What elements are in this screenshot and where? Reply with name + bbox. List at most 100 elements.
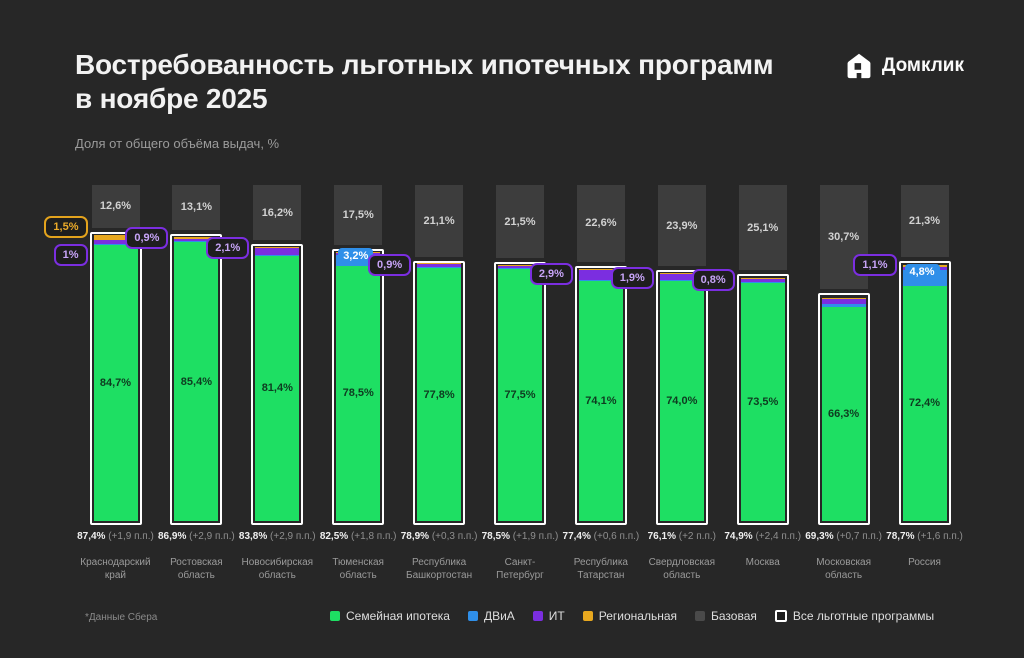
it-segment <box>498 266 542 269</box>
dvia-segment <box>498 268 542 270</box>
total-value-label: 76,1% (+2 п.п.) <box>647 531 716 542</box>
base-segment: 16,2% <box>253 185 302 241</box>
it-callout: 0,9% <box>368 253 412 276</box>
base-value-label: 17,5% <box>342 208 374 221</box>
regional-segment <box>578 269 623 271</box>
legend-color-swatch <box>695 611 706 621</box>
legend-item: ДВиА <box>467 609 515 623</box>
it-callout: 1% <box>53 243 88 266</box>
it-callout: 2,1% <box>206 237 250 260</box>
family-segment: 77,5% <box>498 269 542 521</box>
base-value-label: 21,5% <box>504 215 536 228</box>
it-callout: 1,1% <box>853 254 897 277</box>
legend-item: Семейная ипотека <box>330 609 450 623</box>
total-value-label: 77,4% (+0,6 п.п.) <box>562 531 640 542</box>
base-value-label: 23,9% <box>666 219 698 232</box>
base-value-label: 21,3% <box>908 215 941 228</box>
legend-label: Региональная <box>598 609 678 623</box>
family-value-label: 77,8% <box>423 388 455 401</box>
dvia-segment <box>417 267 462 269</box>
it-segment <box>93 240 138 244</box>
family-segment: 73,5% <box>740 282 785 521</box>
base-segment: 23,9% <box>657 185 706 267</box>
total-value-label: 74,9% (+2,4 п.п.) <box>724 531 802 542</box>
total-value-label: 78,5% (+1,9 п.п.) <box>481 531 559 542</box>
region-label: Республика Татарстан <box>573 557 628 581</box>
base-segment: 12,6% <box>91 185 140 228</box>
regional-segment <box>255 247 300 249</box>
total-value-label: 87,4% (+1,9 п.п.) <box>77 531 154 542</box>
total-value-label: 78,9% (+0,3 п.п.) <box>400 531 478 542</box>
dvia-segment <box>255 254 300 256</box>
legend-item: Все льготные программы <box>774 609 935 623</box>
legend-color-swatch <box>582 611 593 621</box>
region-label: Москва <box>745 557 780 568</box>
total-value-label: 86,9% (+2,9 п.п.) <box>158 531 235 542</box>
family-value-label: 81,4% <box>261 382 293 395</box>
total-value-label: 82,5% (+1,8 п.п.) <box>319 531 397 542</box>
preferential-programs-bar: 66,3% <box>817 293 870 525</box>
it-segment <box>740 279 785 282</box>
family-segment: 72,4% <box>902 285 947 521</box>
preferential-programs-bar: 77,8% <box>413 260 466 525</box>
family-value-label: 73,5% <box>747 395 779 408</box>
dvia-segment <box>821 303 866 308</box>
base-value-label: 12,6% <box>99 200 132 213</box>
family-value-label: 72,4% <box>908 397 941 410</box>
brand-logo: Домклик <box>845 52 964 80</box>
region-label: Московская область <box>816 557 872 581</box>
dvia-segment <box>578 279 623 281</box>
regional-segment <box>821 297 866 300</box>
brand-name: Домклик <box>881 55 964 76</box>
it-segment <box>174 238 219 242</box>
preferential-programs-bar: 78,5% <box>332 248 385 525</box>
totals-axis-row: 87,4% (+1,9 п.п.) 86,9% (+2,9 п.п.) 83,8% … <box>75 531 965 542</box>
base-segment: 22,6% <box>576 185 625 262</box>
plot-area: 12,6% 84,7% 13,1% 85,4% 16,2% 81,4% 17,5% 78,5%… <box>44 185 965 525</box>
family-value-label: 77,5% <box>504 389 536 402</box>
family-segment: 77,8% <box>417 268 462 521</box>
regional-segment <box>659 272 704 274</box>
dvia-segment <box>659 280 704 282</box>
family-segment: 81,4% <box>255 255 300 521</box>
it-callout: 0,8% <box>691 269 735 292</box>
base-segment: 21,3% <box>900 185 949 258</box>
preferential-programs-bar: 72,4% <box>898 261 951 525</box>
it-segment <box>821 299 866 304</box>
regional-segment <box>93 235 138 241</box>
family-segment: 85,4% <box>174 242 219 521</box>
dvia-value-badge: 4,8% <box>904 263 940 280</box>
data-source-footnote: *Данные Сбера <box>85 612 158 623</box>
base-segment: 17,5% <box>334 185 383 245</box>
base-value-label: 22,6% <box>585 217 617 230</box>
legend-color-swatch <box>532 611 543 621</box>
family-value-label: 74,1% <box>585 394 617 407</box>
regional-segment <box>740 278 785 280</box>
base-segment: 21,5% <box>496 185 544 259</box>
dvia-segment <box>174 241 219 243</box>
region-label: Тюменская область <box>332 557 384 581</box>
regional-segment <box>498 265 542 267</box>
regions-axis-row: Краснодарский край Ростовская область Ново… <box>75 556 965 582</box>
chart-legend: Семейная ипотека ДВиА ИТ Региональная Базова… <box>330 609 934 623</box>
legend-item: Базовая <box>695 609 757 623</box>
family-segment: 78,5% <box>336 265 381 521</box>
family-segment: 84,7% <box>93 244 138 521</box>
family-value-label: 84,7% <box>99 376 132 389</box>
legend-item: ИТ <box>532 609 565 623</box>
preferential-programs-bar: 85,4% <box>170 233 223 525</box>
family-segment: 74,0% <box>659 281 704 521</box>
legend-item: Региональная <box>582 609 678 623</box>
family-value-label: 66,3% <box>827 408 860 421</box>
region-label: Краснодарский край <box>80 557 151 581</box>
it-callout: 0,9% <box>125 226 169 249</box>
region-label: Новосибирская область <box>241 557 314 581</box>
total-value-label: 69,3% (+0,7 п.п.) <box>805 531 882 542</box>
legend-label: ДВиА <box>483 609 515 623</box>
domclick-house-icon <box>845 52 873 80</box>
region-label: Россия <box>908 557 941 568</box>
legend-color-swatch <box>467 611 478 621</box>
base-value-label: 21,1% <box>423 214 455 227</box>
legend-label: Все льготные программы <box>792 609 935 623</box>
base-value-label: 13,1% <box>180 201 212 214</box>
